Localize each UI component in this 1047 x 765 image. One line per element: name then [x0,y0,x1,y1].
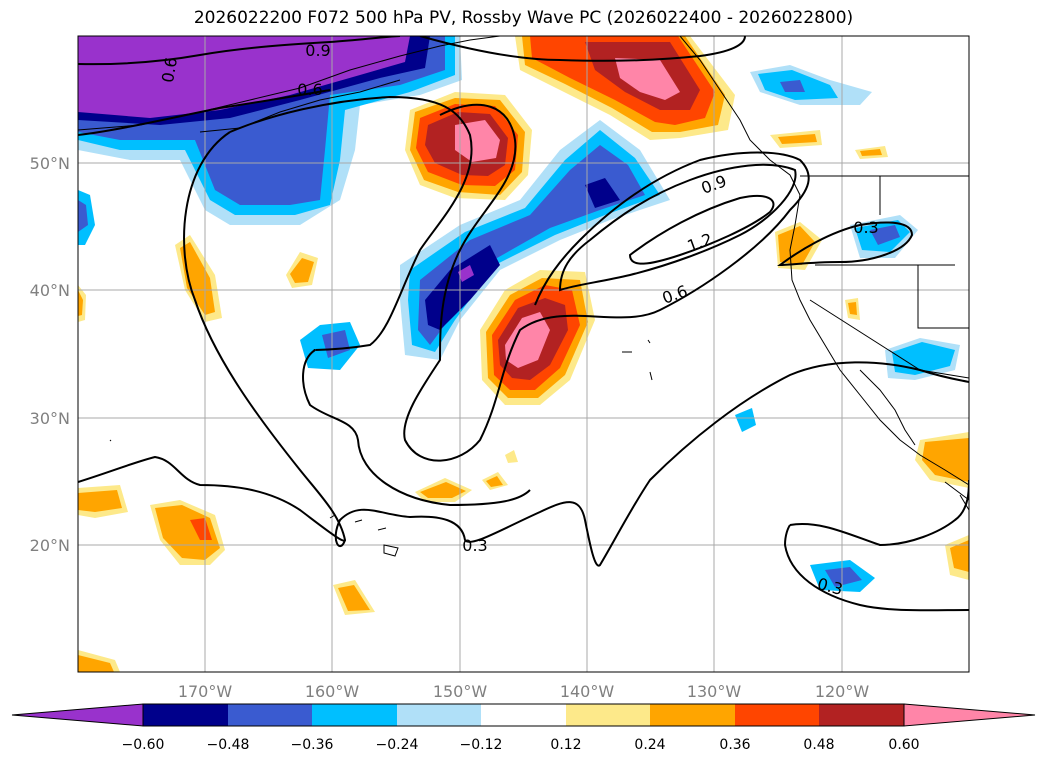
colorbar-segment [735,704,819,726]
contour-label: 0.3 [462,536,487,555]
colorbar-segment [143,704,228,726]
lat-tick-label: 50°N [30,154,70,173]
pos-anomaly-small [190,518,212,540]
gridlines [78,36,969,672]
contour-label: 0.6 [297,80,322,99]
contour-0.3-se [783,479,969,612]
colorbar-segment [481,704,566,726]
pos-anomaly-small [78,290,83,316]
lon-tick-label: 120°W [815,682,870,701]
island-dots [109,339,653,442]
contour-0.9 [558,163,797,292]
neg-anomaly-small [780,80,805,92]
lat-tick-label: 20°N [30,536,70,555]
colorbar-arrow-right [903,703,1036,727]
contour-label: 0.6 [158,56,181,84]
colorbar-tick-label: 0.24 [634,737,665,753]
colorbar-arrow-left [11,703,144,727]
pos-anomaly-small [180,242,215,315]
pv-contours [78,36,969,612]
pos-anomaly-small [338,585,370,611]
colorbar-segment [228,704,312,726]
pos-anomaly-small [848,302,857,315]
neg-anomaly-small [825,567,862,587]
pos-anomaly-ne [615,58,680,100]
lon-tick-label: 170°W [178,682,233,701]
neg-anomaly-band [458,265,474,282]
colorbar-tick-label: 0.12 [550,737,581,753]
lon-axis: 170°W 160°W 150°W 140°W 130°W 120°W [178,682,870,701]
neg-anomaly-band [585,178,620,208]
alaska-coast [199,79,401,133]
contour-0.6-loop [403,103,810,462]
colorbar-tick-label: −0.12 [460,737,503,753]
lat-axis: 50°N 40°N 30°N 20°N [30,154,70,555]
contour-label: 0.6 [660,281,690,308]
neg-anomaly-small [735,408,756,432]
colorbar-tick-label: 0.48 [803,737,834,753]
pos-anomaly-small [78,490,122,512]
colorbar-segment [312,704,397,726]
lat-tick-label: 40°N [30,281,70,300]
state-borders [809,176,969,379]
colorbar-segment [819,704,904,726]
colorbar-frame [142,703,905,727]
contour-label-group: 0.9 0.6 0.9 1.2 0.6 0.3 0.3 0.3 0.6 [158,41,879,599]
pos-anomaly-center [455,120,500,162]
colorbar-segment [397,704,481,726]
gulf-california [944,481,969,511]
map-title: 2026022200 F072 500 hPa PV, Rossby Wave … [193,8,854,28]
contour-0.9-nw [78,36,401,66]
pos-anomaly-small [778,226,815,265]
neg-anomaly-nw [78,36,410,118]
contour-0.3-main [183,131,969,567]
baja-coast [859,369,916,446]
contour-0.3-loop [302,349,531,507]
pos-anomaly-small [290,258,314,283]
neg-anomaly-small [870,225,900,245]
neg-anomaly-small [322,330,350,358]
colorbar-segment [650,704,735,726]
colorbar-tick-label: −0.48 [207,737,250,753]
shaded-anomalies [78,36,969,672]
contour-0.6-nw [78,89,331,136]
pos-anomaly-lower [505,312,550,368]
lon-tick-label: 140°W [560,682,615,701]
colorbar: −0.60 −0.48 −0.36 −0.24 −0.12 0.12 0.24 … [11,703,1036,753]
pos-anomaly-small [950,540,969,572]
contour-0.6-top [419,36,746,62]
pos-anomaly-small [486,476,503,487]
neg-anomaly-band [418,145,645,345]
plot-frame [77,35,970,673]
contour-0.3-ne [776,221,914,267]
lat-tick-label: 30°N [30,409,70,428]
pos-anomaly-small [778,134,817,144]
contour-label: 0.9 [305,41,330,60]
contour-label: 0.3 [853,218,878,237]
neg-anomaly-band [425,245,500,330]
colorbar-tick-label: 0.36 [719,737,750,753]
colorbar-tick-label: −0.36 [291,737,334,753]
colorbar-tick-label: −0.60 [122,737,165,753]
pos-anomaly-small [860,149,882,156]
lon-tick-label: 160°W [305,682,360,701]
colorbar-segment [566,704,650,726]
lon-tick-label: 150°W [433,682,488,701]
pos-anomaly-small [922,438,969,482]
na-west-coast [679,36,969,486]
contour-0.6-s [229,95,473,351]
contour-label: 1.2 [685,229,715,256]
colorbar-tick-label: 0.60 [888,737,919,753]
pos-anomaly-small [78,655,114,672]
lon-tick-label: 130°W [687,682,742,701]
neg-anomaly-edge [78,200,88,232]
colorbar-tick-label: −0.24 [376,737,419,753]
pos-anomaly-small [505,450,518,463]
hawaii-islands [329,514,399,557]
contour-1.2 [628,194,775,265]
pos-anomaly-small [420,482,466,498]
contour-0.3-south [78,455,346,542]
